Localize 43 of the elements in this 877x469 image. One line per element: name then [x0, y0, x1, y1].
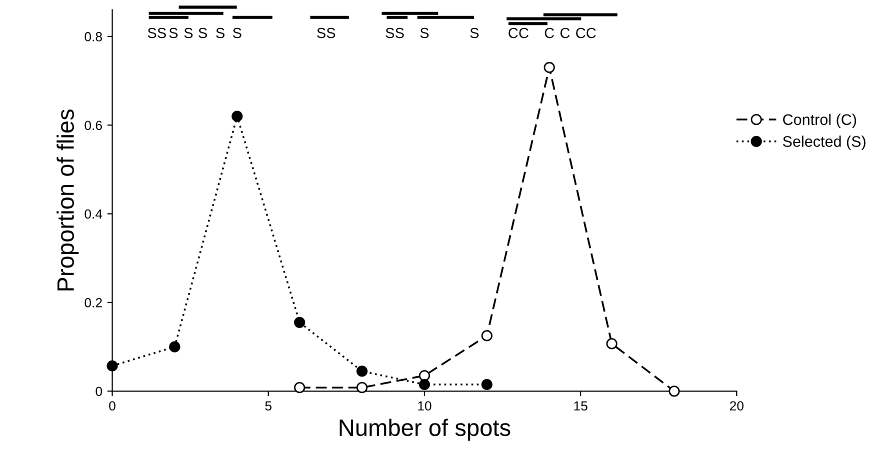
annotation: S [470, 28, 479, 38]
y-tick-label: 0.2 [84, 298, 102, 308]
point [544, 62, 555, 74]
y-tick-label: 0 [96, 386, 102, 396]
legend-label: Control (C) [783, 114, 856, 128]
annotation: CC [576, 28, 596, 38]
x-axis-title: Number of spots [340, 418, 510, 441]
annotation: SS [148, 28, 166, 38]
point [418, 370, 430, 382]
y-tick-label: 0.8 [84, 32, 102, 42]
point [294, 316, 306, 328]
point [668, 386, 680, 397]
point [481, 330, 492, 342]
y-axis-title: Proportion of flies [56, 109, 79, 290]
point [169, 341, 180, 352]
point [106, 360, 118, 372]
x-tick-label: 20 [730, 401, 744, 411]
annotation: S [184, 28, 193, 38]
annotation: S [198, 28, 207, 38]
annotation: C [508, 28, 518, 38]
point [356, 366, 368, 377]
legend-label: Selected (S) [783, 136, 866, 150]
point [418, 378, 430, 390]
point [232, 110, 243, 122]
point [294, 382, 306, 394]
point [356, 382, 368, 394]
annotation: SS [386, 28, 404, 38]
annotation: C [519, 28, 528, 38]
annotation: C [544, 28, 554, 38]
annotation: S [420, 28, 429, 38]
annotation: S [216, 28, 224, 38]
y-tick-label: 0.4 [84, 209, 102, 219]
point [606, 338, 618, 350]
point [481, 378, 492, 390]
annotation: S [169, 28, 178, 38]
x-tick-label: 0 [109, 401, 116, 411]
x-tick-label: 10 [418, 401, 432, 411]
y-tick-label: 0.6 [84, 120, 102, 130]
x-tick-label: 5 [265, 401, 272, 411]
x-tick-label: 15 [574, 401, 588, 411]
annotation: C [560, 28, 570, 38]
annotation: S [232, 28, 242, 38]
annotation: SS [317, 28, 336, 38]
